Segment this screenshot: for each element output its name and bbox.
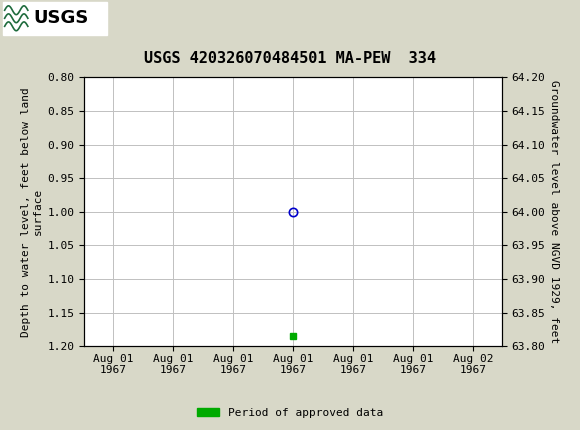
- Text: USGS: USGS: [33, 9, 89, 27]
- Y-axis label: Groundwater level above NGVD 1929, feet: Groundwater level above NGVD 1929, feet: [549, 80, 559, 344]
- Legend: Period of approved data: Period of approved data: [193, 403, 387, 422]
- Y-axis label: Depth to water level, feet below land
surface: Depth to water level, feet below land su…: [21, 87, 44, 337]
- Text: USGS 420326070484501 MA-PEW  334: USGS 420326070484501 MA-PEW 334: [144, 51, 436, 65]
- FancyBboxPatch shape: [3, 2, 107, 35]
